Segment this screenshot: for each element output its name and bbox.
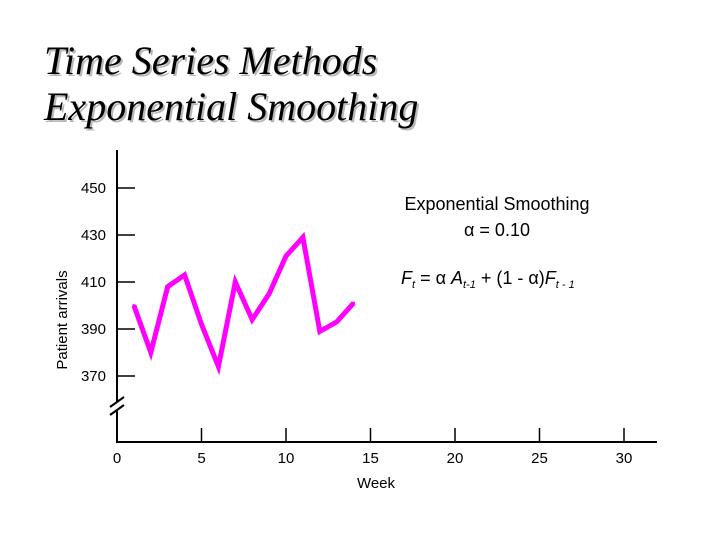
x-tick-label: 0 bbox=[113, 450, 121, 467]
x-tick-label: 15 bbox=[362, 450, 379, 467]
series-line bbox=[131, 231, 356, 376]
y-axis: 370 390 410 430 450 bbox=[81, 150, 135, 443]
y-tick-label: 450 bbox=[81, 180, 106, 197]
data-point bbox=[284, 254, 288, 258]
formula-mid: + (1 - α) bbox=[476, 268, 545, 288]
data-series bbox=[131, 231, 356, 376]
formula-a: A bbox=[450, 268, 463, 288]
y-axis-label: Patient arrivals bbox=[54, 270, 71, 369]
formula-f2: F bbox=[545, 268, 557, 288]
annotation-formula: Ft = α At-1 + (1 - α)Ft - 1 bbox=[401, 268, 575, 291]
y-tick-label: 430 bbox=[81, 227, 106, 244]
data-point bbox=[216, 365, 220, 369]
y-tick-label: 390 bbox=[81, 321, 106, 338]
formula-f-sub: t bbox=[412, 279, 416, 291]
data-point bbox=[352, 301, 356, 305]
y-tick-label: 410 bbox=[81, 274, 106, 291]
formula-f2-sub: t - 1 bbox=[556, 279, 575, 291]
formula-eq: = α bbox=[415, 268, 451, 288]
data-point bbox=[318, 329, 322, 333]
y-tick-label: 370 bbox=[81, 368, 106, 385]
data-point bbox=[149, 351, 153, 354]
data-point bbox=[301, 235, 305, 239]
slide-title: Time Series Methods Exponential Smoothin… bbox=[44, 38, 418, 130]
data-point bbox=[233, 280, 237, 284]
x-tick-label: 25 bbox=[531, 450, 548, 467]
annotation-alpha: α = 0.10 bbox=[464, 220, 530, 240]
data-point bbox=[335, 320, 339, 324]
axis-break-mark bbox=[109, 404, 125, 416]
title-line-2: Exponential Smoothing bbox=[44, 84, 419, 129]
title-line-1: Time Series Methods bbox=[44, 38, 378, 83]
x-axis: 0 5 10 15 20 25 30 bbox=[113, 428, 657, 467]
data-point bbox=[200, 322, 203, 326]
annotation-method: Exponential Smoothing bbox=[404, 194, 589, 214]
x-tick-label: 20 bbox=[447, 450, 464, 467]
formula-a-sub: t-1 bbox=[463, 279, 476, 291]
formula-f: F bbox=[401, 268, 413, 288]
axis-break-mark bbox=[109, 396, 125, 408]
x-tick-label: 10 bbox=[278, 450, 295, 467]
data-point bbox=[132, 304, 136, 307]
x-tick-label: 5 bbox=[197, 450, 205, 467]
data-point bbox=[166, 285, 170, 289]
x-tick-label: 30 bbox=[616, 450, 633, 467]
data-point bbox=[250, 318, 254, 322]
data-point bbox=[183, 273, 187, 277]
data-point bbox=[267, 292, 271, 296]
x-axis-label: Week bbox=[357, 475, 396, 492]
